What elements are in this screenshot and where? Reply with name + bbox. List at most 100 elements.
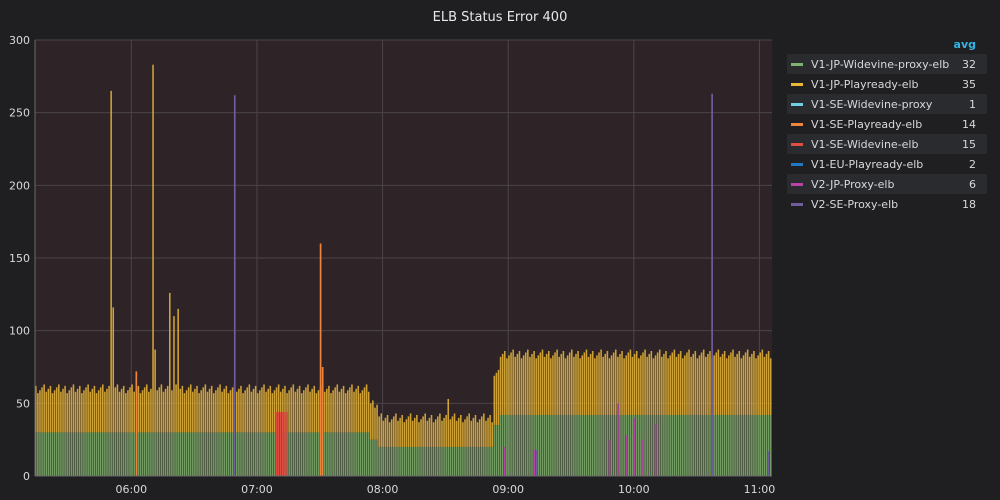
bar-widevine-jp (125, 432, 127, 476)
legend-item[interactable]: V1-JP-Playready-elb 35 (787, 74, 987, 94)
bar-widevine-jp (189, 432, 192, 476)
bar-widevine-jp (309, 432, 311, 476)
bar-widevine-jp (367, 432, 370, 476)
bar-playready-jp (231, 387, 234, 433)
bar-playready-jp (78, 385, 81, 433)
bar-playready-jp (694, 351, 697, 415)
bar-widevine-jp (658, 414, 661, 476)
bar-playready-jp (118, 391, 121, 433)
bar-spike (286, 412, 288, 476)
bar-spike (642, 439, 644, 476)
bar-playready-jp (72, 384, 75, 433)
bar-playready-jp (261, 387, 263, 433)
bar-widevine-jp (612, 414, 615, 476)
bar-playready-jp (654, 355, 657, 415)
bar-playready-jp (522, 355, 525, 415)
bar-playready-jp (698, 355, 701, 415)
bar-playready-jp (491, 422, 494, 447)
bar-playready-jp (587, 356, 590, 415)
legend-item[interactable]: V1-SE-Widevine-elb 15 (787, 134, 987, 154)
bar-playready-jp (162, 391, 165, 433)
bar-widevine-jp (606, 414, 609, 476)
bar-widevine-jp (196, 432, 198, 476)
bar-widevine-jp (166, 432, 169, 476)
bar-playready-jp (53, 390, 56, 433)
bar-playready-jp (141, 390, 144, 433)
legend-item[interactable]: V1-EU-Playready-elb 2 (787, 154, 987, 174)
bar-widevine-jp (351, 432, 353, 476)
bar-widevine-jp (514, 414, 517, 476)
bar-playready-jp (566, 355, 569, 415)
bar-widevine-jp (656, 414, 659, 476)
legend-item[interactable]: V1-JP-Widevine-proxy-elb 32 (787, 54, 987, 74)
bar-widevine-jp (738, 414, 741, 476)
bar-playready-jp (240, 385, 242, 433)
legend-avg-header[interactable]: avg (953, 38, 976, 51)
bar-playready-jp (334, 387, 336, 433)
bar-playready-jp (413, 417, 416, 447)
bar-widevine-jp (506, 414, 508, 476)
bar-playready-jp (730, 352, 732, 415)
bar-playready-jp (744, 352, 747, 415)
legend-item-avg: 2 (969, 157, 976, 171)
legend-item[interactable]: V1-SE-Playready-elb 14 (787, 114, 987, 134)
bar-widevine-jp (761, 414, 764, 476)
bar-widevine-jp (41, 432, 43, 476)
bar-playready-jp (652, 358, 655, 415)
bar-playready-jp (547, 351, 550, 415)
bar-playready-jp (173, 316, 175, 433)
bar-widevine-jp (464, 446, 466, 476)
y-tick-label: 0 (23, 470, 30, 483)
bar-widevine-jp (583, 414, 586, 476)
bar-widevine-jp (652, 414, 655, 476)
bar-playready-jp (600, 349, 602, 415)
bar-playready-jp (372, 400, 374, 440)
bar-playready-jp (432, 422, 435, 447)
bar-widevine-jp (702, 414, 705, 476)
bar-widevine-jp (294, 432, 297, 476)
bar-playready-jp (300, 393, 303, 433)
bar-widevine-jp (476, 446, 479, 476)
bar-playready-jp (738, 351, 741, 415)
bar-widevine-jp (395, 446, 397, 476)
bar-playready-jp (43, 384, 45, 433)
bar-playready-jp (596, 355, 598, 415)
bar-widevine-jp (483, 446, 485, 476)
bar-widevine-jp (85, 432, 87, 476)
bar-widevine-jp (661, 414, 663, 476)
bar-playready-jp (558, 356, 561, 415)
bar-widevine-jp (441, 446, 443, 476)
bar-playready-jp (58, 384, 60, 433)
bar-playready-jp (288, 390, 290, 433)
bar-widevine-jp (229, 432, 232, 476)
bar-widevine-jp (250, 432, 253, 476)
bar-playready-jp (663, 353, 665, 415)
bar-playready-jp (116, 384, 119, 433)
bar-playready-jp (684, 355, 686, 415)
bar-playready-jp (483, 413, 485, 447)
series-color-swatch (791, 82, 803, 86)
bar-playready-jp (326, 388, 328, 433)
bar-playready-jp (164, 388, 167, 433)
bar-playready-jp (644, 349, 646, 415)
bar-spike (625, 435, 628, 476)
bar-playready-jp (447, 398, 450, 447)
legend-item-name: V1-SE-Widevine-elb (811, 137, 919, 151)
legend-item[interactable]: V2-SE-Proxy-elb 18 (787, 194, 987, 214)
bar-playready-jp (474, 414, 477, 447)
bar-widevine-jp (713, 414, 715, 476)
legend-item[interactable]: V2-JP-Proxy-elb 6 (787, 174, 987, 194)
bar-playready-jp (485, 420, 487, 447)
bar-playready-jp (464, 419, 466, 447)
bar-widevine-jp (244, 432, 246, 476)
bar-playready-jp (531, 353, 533, 415)
bar-playready-jp (589, 353, 592, 415)
bar-playready-jp (575, 353, 577, 415)
legend-item[interactable]: V1-SE-Widevine-proxy 1 (787, 94, 987, 114)
bar-playready-jp (610, 355, 613, 415)
bar-playready-jp (537, 355, 540, 415)
bar-widevine-jp (455, 446, 458, 476)
bar-widevine-jp (120, 432, 123, 476)
bar-playready-jp (598, 352, 600, 415)
